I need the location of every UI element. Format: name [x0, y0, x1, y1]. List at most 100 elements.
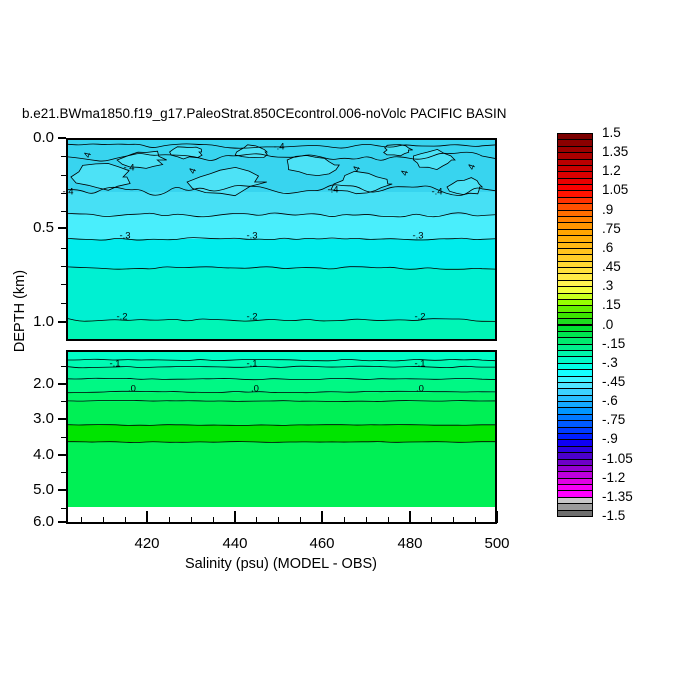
y-tick-label: 4.0 — [33, 446, 54, 463]
colorbar-tick-label: -1.35 — [602, 488, 633, 504]
contour-fill-band — [68, 393, 495, 402]
colorbar-tick-label: -.6 — [602, 393, 618, 409]
contour-value-label: .0 — [128, 383, 136, 395]
x-major-tick — [321, 511, 323, 523]
colorbar-tick-label: .9 — [602, 201, 614, 217]
y-tick-label: 3.0 — [33, 410, 54, 427]
x-minor-tick — [190, 517, 192, 523]
contour-value-label: -.4 — [62, 186, 74, 198]
x-major-tick — [496, 511, 498, 523]
x-minor-tick — [452, 517, 454, 523]
colorbar-tick-label: -1.05 — [602, 450, 633, 466]
contour-value-label: -.4 — [327, 184, 339, 196]
x-minor-tick — [124, 517, 126, 523]
x-minor-tick — [80, 517, 82, 523]
x-minor-tick — [365, 517, 367, 523]
contour-value-label: -.4 — [123, 162, 135, 174]
x-minor-tick — [343, 517, 345, 523]
colorbar-tick-label: .75 — [602, 220, 621, 236]
y-tick-label: 0.5 — [33, 219, 54, 236]
y-major-tick — [58, 521, 66, 523]
contour-fill-band — [68, 442, 495, 507]
y-minor-tick — [61, 174, 66, 176]
contour-value-label: -.1 — [414, 358, 426, 370]
contour-fill-band — [68, 192, 495, 215]
contour-fill-band — [68, 425, 495, 442]
x-tick-label: 480 — [397, 535, 423, 552]
contour-fill-band — [68, 215, 495, 239]
x-axis-title: Salinity (psu) (MODEL - OBS) — [184, 556, 378, 572]
colorbar-tick-label: -.3 — [602, 354, 618, 370]
y-minor-tick — [61, 155, 66, 157]
contour-line — [68, 212, 495, 218]
x-minor-tick — [255, 517, 257, 523]
y-minor-tick — [61, 302, 66, 304]
x-minor-tick — [102, 517, 104, 523]
x-tick-label: 420 — [134, 535, 160, 552]
x-minor-tick — [387, 517, 389, 523]
y-minor-tick — [61, 365, 66, 367]
contour-value-label: -.1 — [246, 358, 258, 370]
contour-line — [68, 318, 495, 322]
y-tick-label: 1.0 — [33, 313, 54, 330]
contour-value-label: -.4 — [273, 141, 285, 153]
y-minor-tick — [61, 471, 66, 473]
contour-line — [68, 400, 495, 403]
contour-blob — [446, 177, 484, 196]
y-axis-title: DEPTH (km) — [12, 269, 28, 353]
x-tick-label: 460 — [309, 535, 335, 552]
colorbar-tick-label: .0 — [602, 316, 614, 332]
colorbar-tick-label: -.15 — [602, 335, 626, 351]
colorbar-tick-label: .3 — [602, 278, 614, 294]
contour-line — [68, 151, 495, 162]
y-minor-tick — [61, 265, 66, 267]
contour-fill-band — [68, 268, 495, 320]
contour-blob — [234, 144, 269, 159]
y-minor-tick — [61, 192, 66, 194]
contour-value-label: -.3 — [246, 230, 258, 242]
y-tick-label: 6.0 — [33, 513, 54, 530]
y-tick-label: 0.0 — [33, 129, 54, 146]
contour-line — [68, 390, 495, 394]
contour-value-label: -.4 — [431, 186, 443, 198]
y-minor-tick — [61, 400, 66, 402]
y-tick-label: 5.0 — [33, 481, 54, 498]
contour-blob — [286, 155, 340, 177]
contour-value-label: -.1 — [109, 358, 121, 370]
contour-value-label: -.2 — [414, 311, 426, 323]
x-major-tick — [146, 511, 148, 523]
x-minor-tick — [168, 517, 170, 523]
contour-line — [68, 184, 495, 196]
colorbar-tick-label: 1.35 — [602, 144, 629, 160]
contour-value-label: .0 — [251, 383, 259, 395]
contour-line — [68, 143, 495, 149]
bottom-depth-panel — [66, 350, 497, 524]
plot-title: b.e21.BWma1850.f19_g17.PaleoStrat.850CEc… — [22, 106, 507, 121]
contour-value-label: -.3 — [119, 230, 131, 242]
y-minor-tick — [61, 283, 66, 285]
colorbar-tick-label: 1.5 — [602, 125, 621, 140]
x-minor-tick — [299, 517, 301, 523]
y-minor-tick — [61, 247, 66, 249]
contour-fill-band — [68, 402, 495, 425]
contour-fill-band — [68, 239, 495, 268]
contour-line — [68, 377, 495, 381]
y-major-tick — [58, 418, 66, 420]
contour-fill-band — [68, 352, 495, 360]
x-tick-label: 440 — [222, 535, 248, 552]
colorbar-tick-label: -1.5 — [602, 508, 626, 523]
contour-value-label: -.2 — [246, 311, 258, 323]
x-minor-tick — [277, 517, 279, 523]
contour-value-label: .0 — [416, 383, 424, 395]
colorbar-tick-label: -.9 — [602, 431, 618, 447]
contour-blob — [186, 166, 267, 197]
colorbar-tick-label: -1.2 — [602, 469, 626, 485]
x-minor-tick — [212, 517, 214, 523]
y-minor-tick — [61, 507, 66, 509]
contour-fill-band — [68, 320, 495, 339]
y-minor-tick — [61, 436, 66, 438]
x-tick-label: 500 — [484, 535, 510, 552]
contour-value-label: -.3 — [412, 230, 424, 242]
contour-fill-band — [68, 368, 495, 380]
